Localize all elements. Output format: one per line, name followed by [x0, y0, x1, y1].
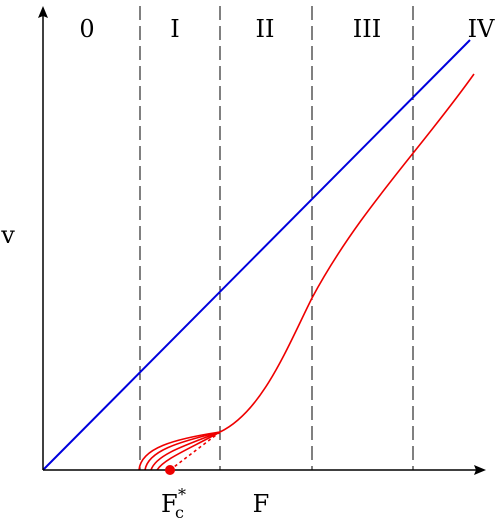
region-label-III: III — [353, 15, 381, 43]
region-label-0: 0 — [79, 15, 94, 43]
y-axis-arrowhead — [38, 6, 48, 18]
critical-force-point — [165, 465, 175, 475]
x-axis-label: F — [253, 490, 270, 518]
critical-force-label-sub: c — [175, 503, 184, 520]
response-curve-main — [219, 73, 475, 433]
x-axis-arrowhead — [474, 465, 486, 475]
region-label-I: I — [170, 15, 179, 43]
critical-force-label-sup: * — [178, 485, 186, 504]
linear-reference-line — [42, 39, 471, 471]
region-label-II: II — [256, 15, 275, 43]
critical-force-label: F c * — [161, 485, 189, 520]
response-curve-branch-3 — [150, 431, 221, 471]
response-curve-dotted — [169, 431, 221, 471]
critical-force-label-main: F — [161, 490, 178, 518]
response-curve-branch-2 — [144, 431, 221, 471]
region-label-IV: IV — [468, 15, 495, 43]
response-curve-branch-1 — [138, 431, 221, 471]
response-curve-branch-4 — [156, 431, 221, 471]
y-axis-label: v — [0, 221, 15, 249]
